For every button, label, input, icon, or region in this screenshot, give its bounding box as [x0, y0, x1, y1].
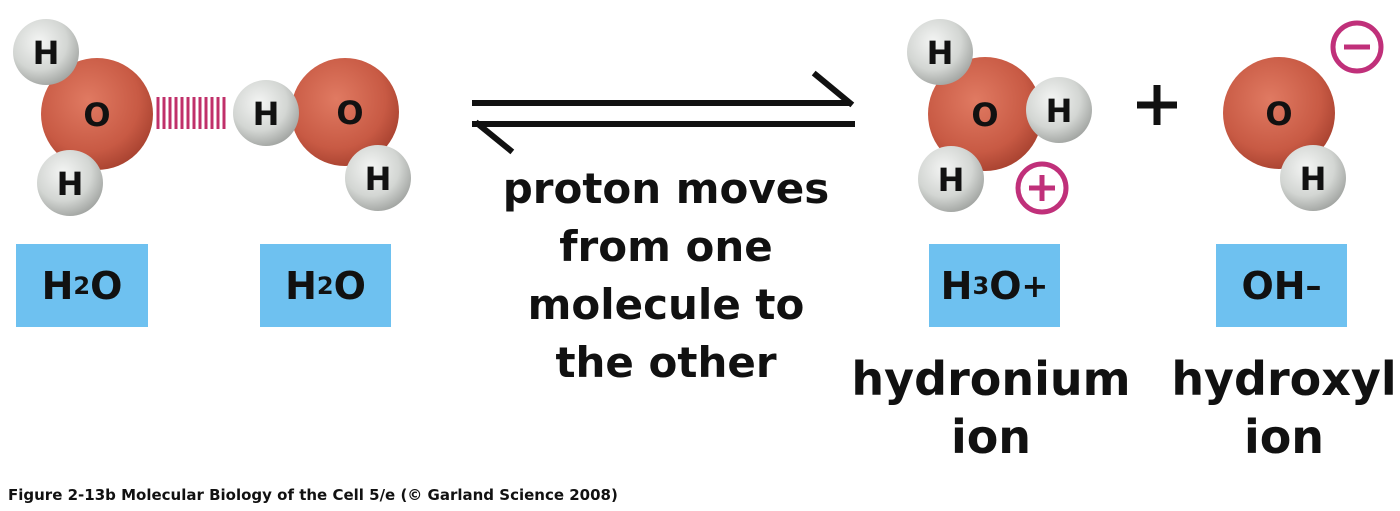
- hydrogen-bond: [156, 97, 226, 129]
- negative-charge-icon: [1330, 20, 1384, 74]
- oxygen-atom: [291, 58, 399, 166]
- hydrogen-atom: [1280, 145, 1346, 211]
- hydrogen-symbol: H: [33, 34, 60, 72]
- hydrogen-symbol: H: [57, 165, 84, 203]
- hydrogen-symbol: H: [253, 95, 280, 133]
- hydrogen-atom: [907, 19, 973, 85]
- oxygen-symbol: O: [1265, 95, 1292, 133]
- oxygen-symbol: O: [83, 96, 110, 134]
- hydrogen-atom: [1026, 77, 1092, 143]
- hydroxyl-molecule: O H: [1223, 20, 1384, 211]
- hydrogen-symbol: H: [1300, 160, 1327, 198]
- arrow-label-line: molecule to: [527, 280, 805, 329]
- hydrogen-symbol: H: [365, 160, 392, 198]
- oxygen-atom: [1223, 57, 1335, 169]
- positive-charge-icon: [1015, 161, 1069, 215]
- hydronium-molecule: O H H H: [907, 19, 1092, 215]
- arrow-label-line: the other: [555, 338, 777, 387]
- hydrogen-symbol: H: [938, 161, 965, 199]
- oxygen-atom: [928, 57, 1042, 171]
- forward-arrow-head: [811, 70, 855, 108]
- arrow-label: proton moves from one molecule to the ot…: [470, 160, 862, 392]
- oxygen-symbol: O: [971, 96, 998, 134]
- hydrogen-atom: [13, 19, 79, 85]
- reverse-arrow-head: [473, 119, 515, 155]
- plus-sign: [1137, 85, 1177, 125]
- hydrogen-atom: [918, 146, 984, 212]
- water-molecule-1: O H H: [13, 19, 153, 216]
- water-molecule-2: O H H: [233, 58, 411, 211]
- figure-caption: Figure 2-13b Molecular Biology of the Ce…: [8, 486, 618, 504]
- arrow-label-line: proton moves: [502, 164, 830, 213]
- oxygen-symbol: O: [336, 94, 363, 132]
- formula-hydroxyl: OH –: [1216, 244, 1347, 327]
- arrow-label-line: from one: [559, 222, 773, 271]
- hydronium-name: hydronium ion: [851, 352, 1131, 464]
- hydrogen-symbol: H: [1046, 92, 1073, 130]
- oxygen-atom: [41, 58, 153, 170]
- hydrogen-atom: [233, 80, 299, 146]
- hydroxyl-name: hydroxyl ion: [1171, 352, 1397, 464]
- equilibrium-arrow: [472, 70, 855, 155]
- hydrogen-symbol: H: [927, 34, 954, 72]
- hydrogen-atom: [345, 145, 411, 211]
- hydrogen-atom: [37, 150, 103, 216]
- formula-hydronium: H 3 O +: [929, 244, 1060, 327]
